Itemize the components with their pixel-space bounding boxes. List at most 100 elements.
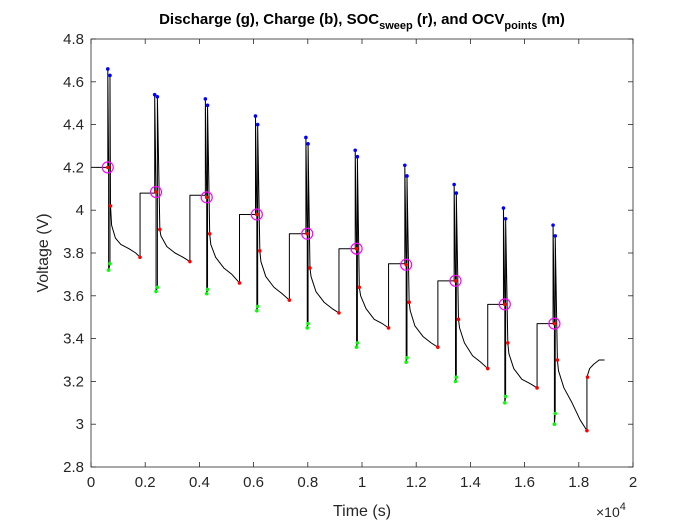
title-subscript: points bbox=[504, 20, 537, 32]
y-tick-label: 2.8 bbox=[63, 459, 84, 476]
y-tick-label: 3.6 bbox=[63, 288, 84, 305]
charge-marker bbox=[454, 191, 459, 195]
discharge-marker bbox=[255, 304, 260, 309]
discharge-marker bbox=[106, 268, 111, 272]
ocv-point-marker bbox=[101, 161, 114, 174]
title-segment: (m) bbox=[537, 11, 565, 28]
y-tick-label: 4.2 bbox=[63, 159, 84, 176]
x-tick-label: 1 bbox=[358, 474, 366, 491]
ocv-point-marker bbox=[200, 191, 213, 204]
y-tick-label: 3.8 bbox=[63, 245, 84, 262]
soc-sweep-marker bbox=[237, 281, 242, 285]
ocv-point-dot bbox=[106, 165, 110, 170]
charge-marker bbox=[355, 154, 360, 159]
soc-sweep-marker bbox=[555, 358, 560, 362]
discharge-marker bbox=[305, 326, 310, 330]
y-tick-label: 3.2 bbox=[63, 373, 84, 390]
y-tick-label: 4.4 bbox=[63, 117, 84, 134]
series-line-trace bbox=[91, 68, 605, 432]
soc-sweep-marker bbox=[108, 204, 113, 208]
charge-marker bbox=[255, 122, 260, 127]
ocv-point-marker bbox=[250, 208, 263, 221]
x-tick-label: 1.2 bbox=[406, 474, 427, 491]
x-tick-label: 1.4 bbox=[460, 474, 481, 491]
ocv-point-dot bbox=[453, 279, 458, 283]
x-exponent-power: 4 bbox=[620, 501, 626, 513]
charge-marker bbox=[452, 182, 456, 187]
y-tick-label: 3 bbox=[76, 416, 84, 433]
ocv-point-marker bbox=[498, 298, 511, 311]
x-tick-label: 1.6 bbox=[514, 474, 535, 491]
discharge-marker bbox=[503, 401, 507, 405]
charge-marker bbox=[152, 92, 157, 97]
charge-marker bbox=[403, 163, 407, 168]
discharge-marker bbox=[205, 287, 210, 292]
soc-sweep-marker bbox=[357, 285, 362, 290]
discharge-marker bbox=[354, 345, 359, 349]
y-axis-label: Voltage (V) bbox=[35, 213, 52, 292]
x-axis-label: Time (s) bbox=[333, 503, 391, 520]
title-subscript: sweep bbox=[379, 20, 413, 32]
discharge-marker bbox=[454, 375, 459, 379]
discharge-marker bbox=[155, 285, 160, 290]
discharge-marker bbox=[255, 308, 259, 313]
charge-marker bbox=[503, 216, 508, 221]
charge-marker bbox=[108, 73, 112, 78]
charge-marker bbox=[306, 142, 310, 146]
x-exponent-base: ×10 bbox=[596, 504, 620, 520]
charge-marker bbox=[353, 148, 358, 153]
charge-marker bbox=[553, 234, 558, 238]
ocv-point-dot bbox=[503, 302, 507, 307]
charge-marker bbox=[304, 135, 308, 140]
soc-sweep-marker bbox=[485, 366, 490, 371]
soc-sweep-marker bbox=[207, 231, 212, 236]
ocv-point-marker bbox=[301, 227, 314, 240]
data-layer bbox=[91, 67, 605, 433]
ocv-point-marker bbox=[350, 242, 363, 255]
x-tick-label: 0 bbox=[87, 474, 95, 491]
soc-sweep-marker bbox=[456, 317, 461, 322]
charge-marker bbox=[205, 103, 210, 108]
discharge-marker bbox=[306, 321, 310, 326]
discharge-marker bbox=[108, 261, 112, 266]
axis-layer: 0 0.2 0.4 0.6 0.8 1 1.2 1.4 1.6 1.8 2 2.8 3 3.2 3.4 3.6… bbox=[63, 31, 637, 491]
soc-sweep-marker bbox=[138, 255, 142, 260]
charge-marker bbox=[253, 114, 258, 118]
soc-sweep-marker bbox=[287, 298, 292, 302]
soc-sweep-marker bbox=[585, 428, 589, 433]
soc-sweep-marker bbox=[158, 227, 162, 232]
soc-sweep-marker bbox=[535, 386, 539, 390]
charge-marker bbox=[106, 67, 110, 71]
soc-sweep-marker bbox=[436, 345, 440, 349]
x-tick-label: 0.8 bbox=[297, 474, 318, 491]
y-tick-label: 4 bbox=[76, 202, 84, 219]
x-axis-exponent: ×104 bbox=[596, 501, 626, 520]
soc-sweep-marker bbox=[337, 311, 341, 315]
discharge-marker bbox=[154, 289, 158, 294]
charge-marker bbox=[501, 206, 506, 210]
soc-sweep-marker bbox=[258, 249, 262, 253]
ocv-point-marker bbox=[400, 258, 413, 271]
charge-marker bbox=[203, 97, 208, 101]
charge-marker bbox=[405, 174, 409, 178]
x-tick-label: 0.6 bbox=[243, 474, 264, 491]
y-tick-label: 4.8 bbox=[63, 31, 84, 48]
discharge-marker bbox=[405, 356, 409, 360]
ocv-point-dot bbox=[404, 262, 408, 267]
discharge-marker bbox=[355, 341, 360, 345]
discharge-marker bbox=[552, 422, 557, 427]
ocv-point-marker bbox=[548, 317, 561, 330]
ocv-point-marker bbox=[449, 274, 462, 287]
ocv-point-dot bbox=[255, 212, 259, 217]
discharge-marker bbox=[503, 394, 508, 399]
ocv-point-dot bbox=[354, 246, 359, 251]
ocv-point-dot bbox=[552, 321, 557, 326]
x-tick-label: 0.4 bbox=[189, 474, 210, 491]
soc-sweep-marker bbox=[386, 326, 391, 330]
soc-sweep-marker bbox=[505, 341, 510, 345]
ocv-point-dot bbox=[154, 190, 158, 194]
ocv-point-dot bbox=[204, 195, 209, 200]
soc-sweep-marker bbox=[407, 300, 411, 305]
discharge-marker bbox=[404, 360, 408, 364]
